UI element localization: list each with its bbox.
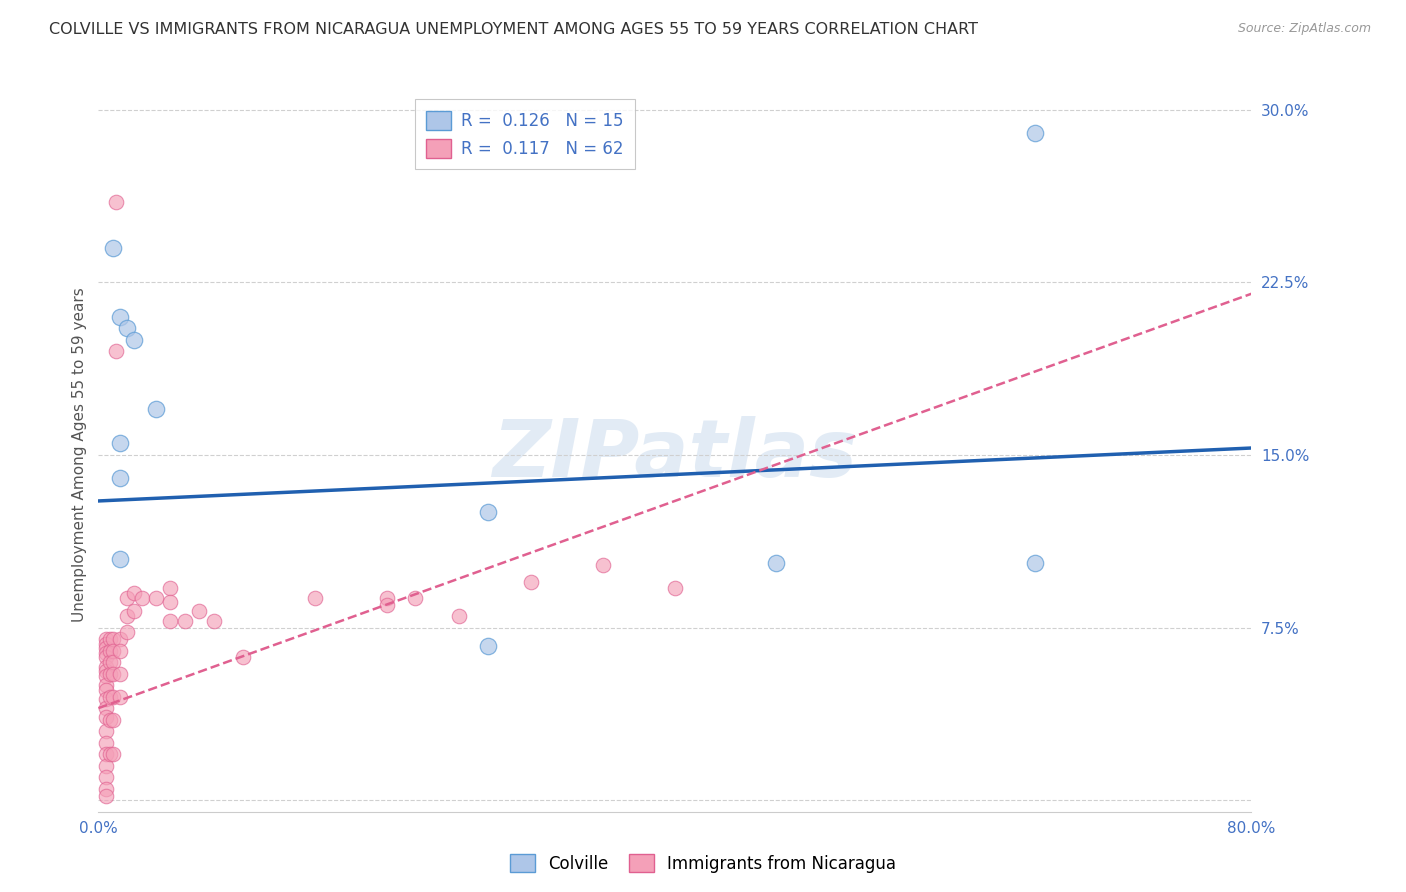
Point — [1024, 126, 1046, 140]
Point — [94, 701, 117, 715]
Point — [94, 637, 117, 651]
Point — [108, 690, 131, 704]
Point — [174, 614, 197, 628]
Point — [101, 643, 124, 657]
Point — [145, 401, 167, 416]
Point — [1024, 556, 1046, 570]
Point — [477, 639, 499, 653]
Point — [124, 333, 146, 347]
Point — [94, 682, 117, 697]
Point — [664, 582, 686, 596]
Point — [765, 556, 787, 570]
Point — [98, 632, 121, 646]
Point — [94, 770, 117, 784]
Point — [94, 659, 117, 673]
Point — [94, 646, 117, 660]
Point — [94, 641, 117, 656]
Point — [94, 678, 117, 692]
Point — [117, 609, 139, 624]
Point — [101, 241, 124, 255]
Point — [104, 344, 127, 359]
Point — [304, 591, 326, 605]
Point — [108, 643, 131, 657]
Point — [117, 591, 139, 605]
Text: COLVILLE VS IMMIGRANTS FROM NICARAGUA UNEMPLOYMENT AMONG AGES 55 TO 59 YEARS COR: COLVILLE VS IMMIGRANTS FROM NICARAGUA UN… — [49, 22, 979, 37]
Point — [375, 598, 398, 612]
Point — [98, 643, 121, 657]
Legend: R =  0.126   N = 15, R =  0.117   N = 62: R = 0.126 N = 15, R = 0.117 N = 62 — [415, 99, 636, 169]
Point — [94, 665, 117, 679]
Point — [98, 747, 121, 761]
Point — [117, 625, 139, 640]
Point — [124, 604, 146, 618]
Point — [98, 713, 121, 727]
Point — [520, 574, 543, 589]
Point — [101, 713, 124, 727]
Point — [108, 310, 131, 324]
Y-axis label: Unemployment Among Ages 55 to 59 years: Unemployment Among Ages 55 to 59 years — [72, 287, 87, 623]
Point — [94, 650, 117, 665]
Point — [108, 551, 131, 566]
Point — [159, 614, 181, 628]
Point — [94, 758, 117, 772]
Point — [94, 632, 117, 646]
Point — [124, 586, 146, 600]
Point — [98, 690, 121, 704]
Point — [98, 666, 121, 681]
Point — [405, 591, 427, 605]
Point — [94, 789, 117, 803]
Text: Source: ZipAtlas.com: Source: ZipAtlas.com — [1237, 22, 1371, 36]
Point — [447, 609, 470, 624]
Point — [159, 582, 181, 596]
Point — [101, 632, 124, 646]
Point — [108, 471, 131, 485]
Point — [477, 506, 499, 520]
Point — [101, 690, 124, 704]
Point — [202, 614, 225, 628]
Point — [375, 591, 398, 605]
Point — [108, 436, 131, 450]
Point — [159, 595, 181, 609]
Text: ZIPatlas: ZIPatlas — [492, 416, 858, 494]
Point — [101, 655, 124, 669]
Point — [94, 747, 117, 761]
Point — [94, 710, 117, 724]
Point — [94, 692, 117, 706]
Point — [101, 747, 124, 761]
Point — [117, 321, 139, 335]
Point — [131, 591, 153, 605]
Point — [108, 632, 131, 646]
Point — [94, 669, 117, 683]
Point — [188, 604, 211, 618]
Point — [231, 650, 254, 665]
Point — [145, 591, 167, 605]
Point — [94, 736, 117, 750]
Point — [98, 655, 121, 669]
Legend: Colville, Immigrants from Nicaragua: Colville, Immigrants from Nicaragua — [503, 847, 903, 880]
Point — [592, 558, 614, 573]
Point — [101, 666, 124, 681]
Point — [104, 194, 127, 209]
Point — [94, 724, 117, 739]
Point — [94, 781, 117, 796]
Point — [108, 666, 131, 681]
